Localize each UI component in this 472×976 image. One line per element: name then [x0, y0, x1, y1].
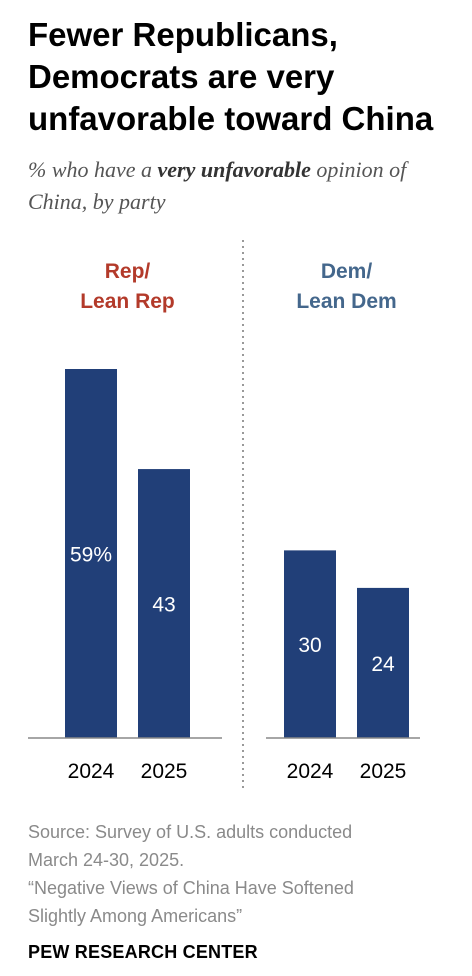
x-tick-label: 2025 — [141, 760, 188, 783]
source-line-2: March 24-30, 2025. — [28, 850, 185, 870]
source-line-1: Source: Survey of U.S. adults conducted — [28, 822, 353, 842]
x-tick-label: 2024 — [287, 760, 334, 783]
bar — [138, 469, 190, 738]
bar-value-label: 24 — [371, 653, 395, 676]
source-report-line-2: Slightly Among Americans” — [28, 906, 243, 926]
source-report-line-1: “Negative Views of China Have Softened — [28, 878, 354, 898]
group-label-line: Lean Rep — [80, 290, 175, 313]
chart-title: Fewer Republicans, Democrats are very un… — [28, 16, 434, 137]
group-label-line: Rep/ — [105, 260, 151, 283]
source-note: Source: Survey of U.S. adults conducted … — [28, 818, 448, 930]
group-label-line: Dem/ — [321, 260, 373, 283]
x-tick-label: 2025 — [360, 760, 407, 783]
bar-value-label: 59% — [70, 544, 112, 567]
bar-value-label: 30 — [298, 634, 321, 657]
pew-research-center-logo: PEW RESEARCH CENTER — [28, 942, 258, 962]
subtitle-text-end: opinion of China, by party — [28, 157, 407, 214]
bar — [357, 587, 409, 738]
bar-chart: Rep/Lean Rep 59% 2024 43 2025 Dem/Lean Dem 30 2… — [28, 240, 420, 790]
subtitle-text-start: % who have a — [28, 157, 158, 182]
chart-subtitle: % who have a very unfavorable opinion of… — [28, 154, 458, 218]
bar — [65, 369, 117, 738]
group-label-line: Lean Dem — [296, 290, 396, 313]
bar-value-label: 43 — [152, 594, 175, 617]
subtitle-emphasis: very unfavorable — [157, 157, 311, 182]
bar — [284, 550, 336, 738]
x-tick-label: 2024 — [68, 760, 115, 783]
